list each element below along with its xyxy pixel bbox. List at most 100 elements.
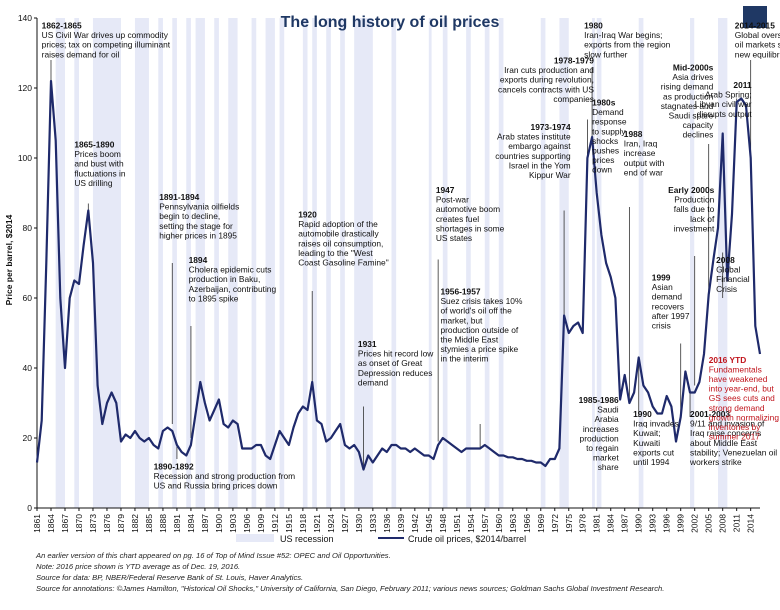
recession-band — [391, 18, 397, 508]
annotation-text: recovers — [652, 301, 684, 311]
annotation-text: about Middle East — [690, 438, 758, 448]
annotation-text: crisis — [652, 321, 671, 331]
x-tick-label: 1876 — [102, 514, 112, 533]
annotation-text: stymies a price spike — [440, 344, 518, 354]
annotation-text: 2011 — [733, 80, 752, 90]
x-tick-label: 1912 — [270, 514, 280, 533]
annotation-text: embargo against — [508, 141, 571, 151]
annotation-text: Kuwaiti — [633, 438, 660, 448]
annotation-text: begin to decline, — [159, 211, 220, 221]
annotation-text: US and Russia bring prices down — [154, 481, 278, 491]
annotation-text: new equilibrium — [735, 49, 780, 59]
annotation-text: 2001-2003 — [690, 409, 730, 419]
recession-band — [158, 18, 163, 508]
annotation-text: 1862-1865 — [42, 21, 82, 31]
annotation-text: Global — [716, 265, 740, 275]
annotation-text: increases — [583, 424, 619, 434]
annotation-text: declines — [683, 130, 714, 140]
annotation-text: Prices boom — [74, 149, 121, 159]
annotation-text: US Civil War drives up commodity — [42, 30, 169, 40]
footnote-3: Source for data: BP, NBER/Federal Reserv… — [36, 573, 303, 582]
annotation-text: Libyan civil war — [695, 99, 752, 109]
annotation-text: Kippur War — [529, 170, 571, 180]
recession-band — [214, 18, 219, 508]
annotation-leaders — [50, 60, 752, 466]
annotation-text: exports cut — [633, 447, 675, 457]
annotation-text: in the interim — [440, 354, 488, 364]
x-tick-label: 1924 — [326, 514, 336, 533]
x-tick-label: 1939 — [396, 514, 406, 533]
axes: 0 20 40 60 80 100 120 140 1861 1864 1867 1870 1873 18… — [18, 13, 760, 533]
annotation-text: production in Baku, — [189, 274, 261, 284]
recession-band — [302, 18, 308, 508]
x-tick-label: 1966 — [522, 514, 532, 533]
annotation-text: Fundamentals — [709, 364, 762, 374]
recession-band — [428, 18, 432, 508]
annotation-text: Iraq invades — [633, 419, 679, 429]
x-tick-label: 1987 — [620, 514, 630, 533]
x-tick-label: 1957 — [480, 514, 490, 533]
x-tick-label: 1990 — [634, 514, 644, 533]
annotation-text: Saudi — [597, 405, 619, 415]
footnote-4: Source for annotations: ©James Hamilton,… — [36, 584, 664, 593]
legend: US recession Crude oil prices, $2014/bar… — [236, 534, 526, 544]
x-tick-label: 1873 — [88, 514, 98, 533]
annotation-text: Iran cuts production and — [504, 65, 594, 75]
annotation-text: Arab Spring; — [705, 90, 752, 100]
annotation-text: shortages in some — [436, 223, 505, 233]
annotation-text: 1920 — [298, 210, 317, 220]
annotation-text: after 1997 — [652, 311, 690, 321]
annotation-text: stability; Venezuelan oil — [690, 447, 777, 457]
recession-band — [279, 18, 285, 508]
annotation-text: capacity — [683, 120, 715, 130]
recession-band — [251, 18, 257, 508]
recession-band — [312, 18, 317, 508]
x-tick-label: 1981 — [592, 514, 602, 533]
x-tick-label: 1969 — [536, 514, 546, 533]
x-tick-label: 1978 — [578, 514, 588, 533]
recession-band — [592, 18, 595, 508]
annotation-text: 1891-1894 — [159, 192, 199, 202]
x-tick-label: 1975 — [564, 514, 574, 533]
annotation-text: higher prices in 1895 — [159, 230, 237, 240]
annotation-text: Demand — [592, 107, 624, 117]
annotation-text: stagnates and — [661, 101, 714, 111]
footnote-1: An earlier version of this chart appeare… — [35, 551, 391, 560]
annotation-text: Azerbaijan, contributing — [189, 284, 277, 294]
annotation-text: workers strike — [689, 457, 742, 467]
footnotes: An earlier version of this chart appeare… — [35, 551, 664, 593]
recession-band — [265, 18, 275, 508]
annotation-text: as onset of Great — [358, 358, 423, 368]
annotation-text: of world's oil off the — [440, 306, 512, 316]
annotation-text: growth normalizing — [709, 412, 780, 422]
annotation-text: automotive boom — [436, 204, 500, 214]
annotation-text: countries supporting — [495, 151, 571, 161]
annotation-text: leading to the "West — [298, 248, 373, 258]
x-tick-label: 1888 — [158, 514, 168, 533]
annotation-text: to supply — [592, 126, 626, 136]
annotation-text: 1865-1890 — [74, 140, 114, 150]
x-tick-label: 1963 — [508, 514, 518, 533]
annotation-text: response — [592, 117, 627, 127]
x-tick-label: 1900 — [214, 514, 224, 533]
footnote-2: Note: 2016 price shown is YTD average as… — [36, 562, 240, 571]
crude-oil-price-line — [35, 79, 762, 471]
annotation-text: strong demand — [709, 403, 765, 413]
annotation-text: Production — [674, 195, 714, 205]
annotation-text: 1956-1957 — [440, 287, 480, 297]
annotation-text: 1988 — [624, 129, 643, 139]
annotation-text: raises oil consumption, — [298, 238, 383, 248]
annotation-text: Prices hit record low — [358, 349, 434, 359]
annotation-text: Iran, Iraq — [624, 139, 658, 149]
recession-band — [596, 18, 602, 508]
annotation-text: 2014-2015 — [735, 21, 775, 31]
annotation-text: 1980 — [584, 21, 603, 31]
annotation-text: slow further — [584, 49, 627, 59]
x-tick-label: 1879 — [116, 514, 126, 533]
recession-band — [442, 18, 448, 508]
annotation-text: 1894 — [189, 255, 208, 265]
x-tick-label: 1918 — [298, 514, 308, 533]
recession-band — [134, 18, 149, 508]
annotation-text: US drilling — [74, 178, 113, 188]
annotation-text: demand — [652, 292, 683, 302]
